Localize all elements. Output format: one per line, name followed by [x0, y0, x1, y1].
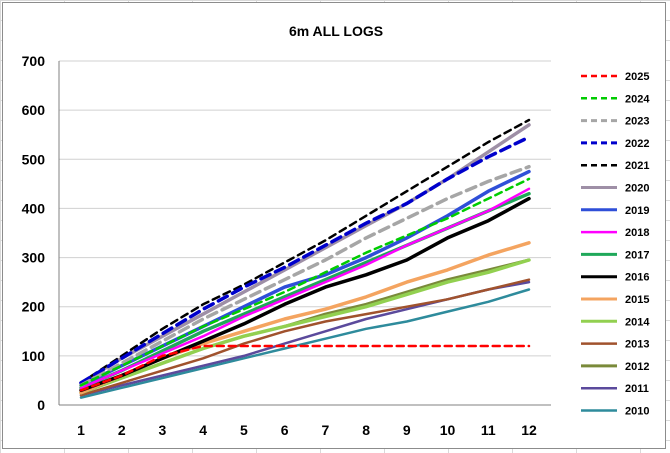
legend-item-2023[interactable]: 2023: [581, 116, 649, 128]
x-tick-label: 4: [199, 422, 207, 438]
legend-label: 2020: [625, 183, 649, 195]
legend-label: 2011: [625, 383, 649, 395]
x-tick-label: 2: [118, 422, 126, 438]
legend-label: 2018: [625, 227, 649, 239]
x-tick-label: 5: [240, 422, 248, 438]
series-line-2023[interactable]: [79, 164, 531, 388]
x-tick-label: 11: [481, 422, 496, 438]
series-line-2013[interactable]: [79, 278, 531, 397]
legend-item-2019[interactable]: 2019: [581, 205, 649, 217]
legend-item-2024[interactable]: 2024: [581, 93, 650, 105]
legend-item-2011[interactable]: 2011: [581, 383, 649, 395]
y-tick-label: 500: [22, 151, 46, 167]
x-tick-label: 10: [440, 422, 456, 438]
legend-label: 2012: [625, 361, 649, 373]
series-line-2016[interactable]: [79, 196, 531, 393]
legend-item-2025[interactable]: 2025: [581, 71, 649, 83]
x-tick-label: 3: [159, 422, 167, 438]
y-tick-label: 700: [22, 53, 46, 69]
chart-area[interactable]: 6m ALL LOGS 0 100 200 300 400 500 600 700 1 2 3 4 5 6…: [2, 2, 666, 449]
legend-item-2018[interactable]: 2018: [581, 227, 649, 239]
y-tick-label: 400: [22, 200, 46, 216]
legend-item-2015[interactable]: 2015: [581, 294, 649, 306]
x-tick-label: 8: [362, 422, 370, 438]
legend-item-2016[interactable]: 2016: [581, 272, 649, 284]
series-line-2014[interactable]: [79, 258, 531, 395]
legend-label: 2021: [625, 160, 649, 172]
legend-item-2021[interactable]: 2021: [581, 160, 649, 172]
x-tick-label: 12: [521, 422, 537, 438]
series-line-2024[interactable]: [79, 177, 531, 387]
x-tick-label: 9: [403, 422, 411, 438]
series-line-2025[interactable]: [79, 344, 531, 392]
legend-label: 2019: [625, 205, 649, 217]
legend-label: 2022: [625, 138, 649, 150]
legend-label: 2016: [625, 272, 649, 284]
series-line-2010[interactable]: [79, 288, 531, 399]
legend-label: 2024: [625, 93, 650, 105]
chart-title: 6m ALL LOGS: [289, 23, 383, 39]
legend-label: 2010: [625, 406, 649, 418]
y-tick-label: 0: [37, 397, 45, 413]
series-line-2022[interactable]: [79, 135, 531, 385]
y-tick-label: 100: [22, 348, 46, 364]
legend-item-2017[interactable]: 2017: [581, 249, 649, 261]
y-tick-label: 300: [22, 250, 46, 266]
legend-label: 2015: [625, 294, 649, 306]
series-line-2020[interactable]: [79, 123, 531, 385]
legend-item-2022[interactable]: 2022: [581, 138, 649, 150]
x-tick-label: 6: [281, 422, 289, 438]
series-line-2021[interactable]: [79, 118, 531, 385]
legend-label: 2023: [625, 116, 649, 128]
legend[interactable]: 2025 2024 2023 2022 2021 2020 2019 2018 2017 2016…: [581, 71, 650, 418]
legend-label: 2014: [625, 316, 650, 328]
series-lines: [79, 118, 531, 399]
x-tick-label: 7: [321, 422, 329, 438]
series-line-2018[interactable]: [79, 187, 531, 390]
legend-item-2014[interactable]: 2014: [581, 316, 650, 328]
legend-label: 2025: [625, 71, 649, 83]
y-tick-label: 600: [22, 102, 46, 118]
y-tick-label: 200: [22, 299, 46, 315]
legend-item-2010[interactable]: 2010: [581, 406, 649, 418]
legend-label: 2017: [625, 249, 649, 261]
legend-item-2020[interactable]: 2020: [581, 183, 649, 195]
series-line-2011[interactable]: [79, 280, 531, 397]
x-tick-label: 1: [77, 422, 85, 438]
legend-item-2013[interactable]: 2013: [581, 339, 649, 351]
legend-label: 2013: [625, 339, 649, 351]
legend-item-2012[interactable]: 2012: [581, 361, 649, 373]
